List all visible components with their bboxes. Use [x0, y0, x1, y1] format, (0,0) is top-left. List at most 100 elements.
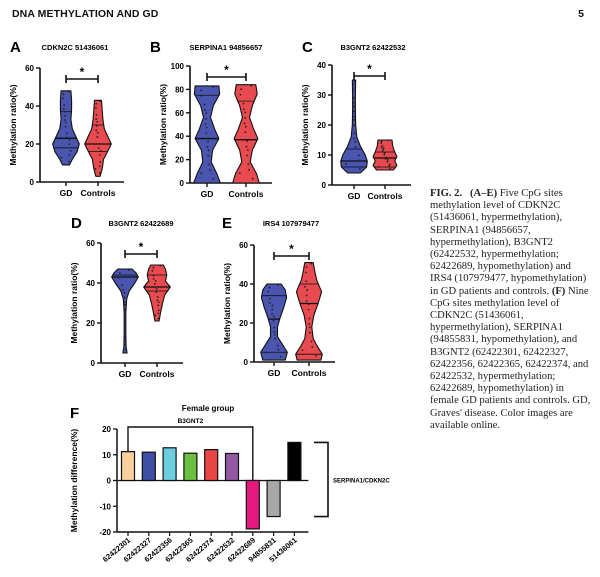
data-point [274, 333, 276, 336]
y-tick-label: -20 [99, 528, 111, 537]
data-point [124, 328, 127, 331]
y-tick-label: 60 [25, 64, 34, 73]
data-point [246, 154, 249, 157]
y-tick-label: 0 [107, 477, 112, 486]
y-tick-label: 0 [322, 181, 327, 190]
y-axis-label: Methylation ratio(%) [300, 84, 310, 165]
data-point [212, 86, 214, 88]
data-point [352, 83, 355, 86]
y-tick-label: 0 [30, 178, 35, 187]
x-tick-label: GD [60, 188, 73, 198]
caption-ref-f: (F) [551, 285, 566, 297]
data-point [155, 291, 158, 294]
data-point [267, 290, 269, 293]
bar-62422301 [120, 451, 136, 482]
data-point [304, 271, 307, 274]
data-point [63, 119, 66, 121]
data-point [67, 90, 70, 93]
data-point [276, 344, 279, 347]
data-point [124, 348, 127, 351]
data-point [304, 285, 306, 288]
data-point [151, 269, 154, 272]
data-point [69, 149, 72, 152]
panel-title: SERPINA1 94856657 [190, 43, 263, 52]
data-point [271, 308, 274, 311]
data-point [305, 266, 308, 268]
data-point [98, 100, 101, 103]
data-point [240, 88, 242, 91]
data-point [353, 132, 356, 135]
data-point [268, 286, 271, 289]
y-tick-label: 20 [86, 319, 95, 328]
data-point [124, 323, 127, 326]
data-point [128, 269, 130, 271]
data-point [380, 146, 383, 149]
data-point [352, 124, 355, 126]
data-point [95, 129, 98, 132]
data-point [95, 125, 98, 127]
data-point [157, 301, 160, 304]
data-point [244, 131, 247, 134]
data-point [352, 115, 355, 118]
bar-62422532 [224, 452, 240, 482]
group-label-serpina1-cdkn2c: SERPINA1/CDKN2C [333, 479, 390, 485]
data-point [153, 283, 156, 285]
panel-letter: E [222, 215, 232, 232]
data-point [305, 300, 308, 302]
data-point [242, 108, 245, 110]
data-point [98, 154, 101, 156]
data-point [124, 336, 127, 338]
data-point [380, 140, 383, 143]
data-point [273, 326, 276, 329]
data-point [62, 97, 65, 100]
data-point [64, 121, 67, 124]
data-point [124, 340, 127, 343]
y-tick-label: 40 [175, 132, 184, 141]
data-point [200, 94, 202, 97]
bar-94855831 [266, 479, 281, 518]
data-point [207, 149, 210, 152]
chart-title: Female group [182, 404, 235, 413]
data-point [352, 102, 355, 104]
data-point [381, 150, 384, 153]
y-tick-label: 60 [175, 109, 184, 118]
violin-gd [193, 85, 221, 184]
data-point [152, 266, 155, 269]
data-point [308, 317, 311, 320]
data-point [345, 162, 348, 165]
panel-letter: B [150, 39, 161, 56]
data-point [308, 331, 311, 334]
data-point [310, 262, 313, 265]
data-point [157, 317, 160, 320]
data-point [123, 291, 126, 294]
data-point [67, 160, 70, 163]
panel-title: IRS4 107979477 [263, 219, 319, 228]
caption-text-a-e: Five CpG sites methylation level of CDKN… [430, 188, 587, 297]
data-point [353, 80, 356, 83]
bar-62422374 [204, 449, 219, 482]
group-bracket-b3gnt2 [127, 426, 254, 481]
data-point [97, 147, 100, 150]
data-point [385, 156, 388, 159]
x-tick-label: Controls [140, 369, 175, 379]
data-point [98, 172, 101, 174]
panel-d: D B3GNT2 62422689 0 20 40 60 Methylation ratio… [69, 215, 183, 379]
panel-title: B3GNT2 62422532 [340, 43, 405, 52]
data-point [123, 296, 126, 299]
data-point [308, 323, 311, 325]
y-tick-label: 20 [317, 121, 326, 130]
data-point [273, 331, 276, 333]
data-point [382, 147, 385, 150]
panel-e: E IRS4 107979477 0 20 40 60 Methylation ratio(… [222, 215, 335, 378]
data-point [387, 139, 390, 142]
data-point [99, 160, 102, 163]
data-point [387, 159, 389, 161]
data-point [68, 139, 71, 141]
data-point [205, 131, 208, 134]
y-tick-label: 0 [244, 358, 249, 367]
violin-gd [260, 283, 288, 361]
x-tick-label: Controls [368, 191, 403, 201]
violin-controls [295, 261, 323, 361]
data-point [358, 168, 361, 170]
